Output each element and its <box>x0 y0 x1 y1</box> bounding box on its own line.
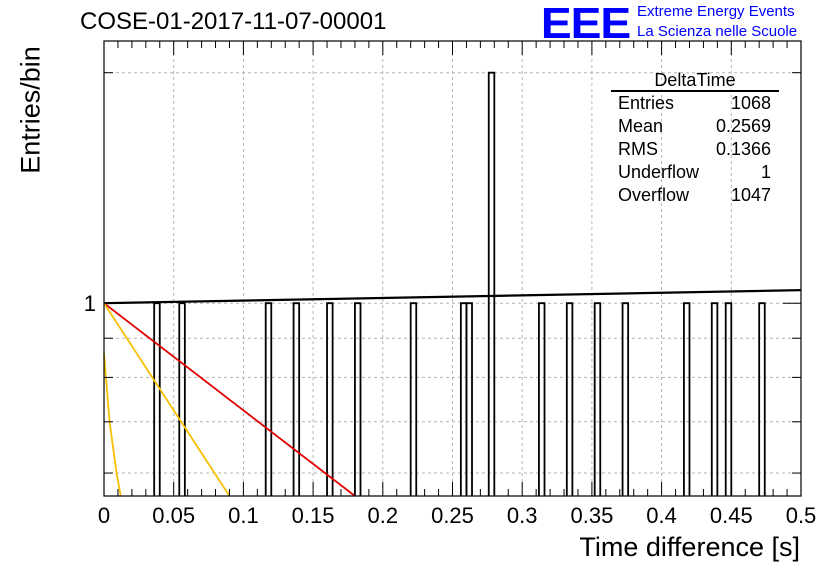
stats-label: Underflow <box>618 162 700 182</box>
histogram-bin <box>292 302 301 496</box>
x-tick-label: 0.35 <box>570 503 613 528</box>
histogram-bin <box>354 302 362 496</box>
stats-row-overflow: Overflow 1047 <box>611 184 779 207</box>
histogram-bin <box>264 302 273 496</box>
axis-ticks <box>103 41 802 496</box>
y-tick-label: 1 <box>84 291 96 316</box>
stats-value: 1068 <box>730 93 771 113</box>
stats-label: RMS <box>618 139 658 159</box>
histogram-bin <box>593 302 602 496</box>
fit-line <box>103 289 802 305</box>
x-tick-label: 0.5 <box>786 503 817 528</box>
red-curve <box>103 302 356 497</box>
stats-row-entries: Entries 1068 <box>611 92 779 115</box>
x-tick-label: 0 <box>98 503 110 528</box>
stats-title: DeltaTime <box>611 70 779 92</box>
stats-label: Mean <box>618 116 664 136</box>
orange-curve <box>103 302 231 497</box>
stats-box: DeltaTime Entries 1068 Mean 0.2569 RMS 0… <box>611 70 779 207</box>
x-tick-label: 0.05 <box>152 503 195 528</box>
stats-value: 0.1366 <box>715 139 771 159</box>
histogram-bin <box>758 302 766 496</box>
x-tick-label: 0.25 <box>431 503 474 528</box>
histogram-bin <box>465 302 473 496</box>
run-title: COSE-01-2017-11-07-00001 <box>80 8 387 35</box>
stats-label: Overflow <box>618 185 690 205</box>
histogram-bin <box>621 302 630 496</box>
stats-value: 1047 <box>730 185 771 205</box>
x-tick-label: 0.4 <box>646 503 677 528</box>
logo-subtitle-line1: Extreme Energy Events <box>637 3 795 20</box>
x-tick-label: 0.3 <box>507 503 538 528</box>
histogram-bin <box>565 302 574 496</box>
x-tick-label: 0.1 <box>228 503 259 528</box>
histogram-bars <box>153 71 766 496</box>
x-axis-label: Time difference [s] <box>579 532 800 562</box>
stats-label: Entries <box>618 93 675 113</box>
logo-subtitle-line2: La Scienza nelle Scuole <box>637 23 798 40</box>
histogram-bin <box>409 302 418 496</box>
histogram-bin <box>326 302 334 496</box>
orange-curve <box>103 353 122 497</box>
eee-logo: EEE <box>540 0 631 48</box>
stats-row-rms: RMS 0.1366 <box>611 138 779 161</box>
histogram-bin <box>153 302 161 496</box>
x-tick-label: 0.45 <box>710 503 753 528</box>
grid-lines <box>104 41 801 496</box>
x-tick-label: 0.15 <box>292 503 335 528</box>
fit-curves <box>103 289 802 497</box>
stats-value: 1 <box>760 162 771 182</box>
x-tick-label: 0.2 <box>368 503 399 528</box>
histogram-bin <box>683 302 691 496</box>
axis-tick-labels: 0 0.05 0.1 0.15 0.2 0.25 0.3 0.35 0.4 0.45 0.5 1 <box>84 291 817 528</box>
histogram-bin <box>724 302 733 496</box>
stats-value: 0.2569 <box>715 116 771 136</box>
y-axis-label: Entries/bin <box>15 46 46 174</box>
stats-row-underflow: Underflow 1 <box>611 161 779 184</box>
histogram-bin <box>710 302 719 496</box>
histogram-bin <box>538 302 546 496</box>
histogram-bin <box>487 71 496 496</box>
stats-row-mean: Mean 0.2569 <box>611 115 779 138</box>
histogram-bin <box>178 302 186 496</box>
